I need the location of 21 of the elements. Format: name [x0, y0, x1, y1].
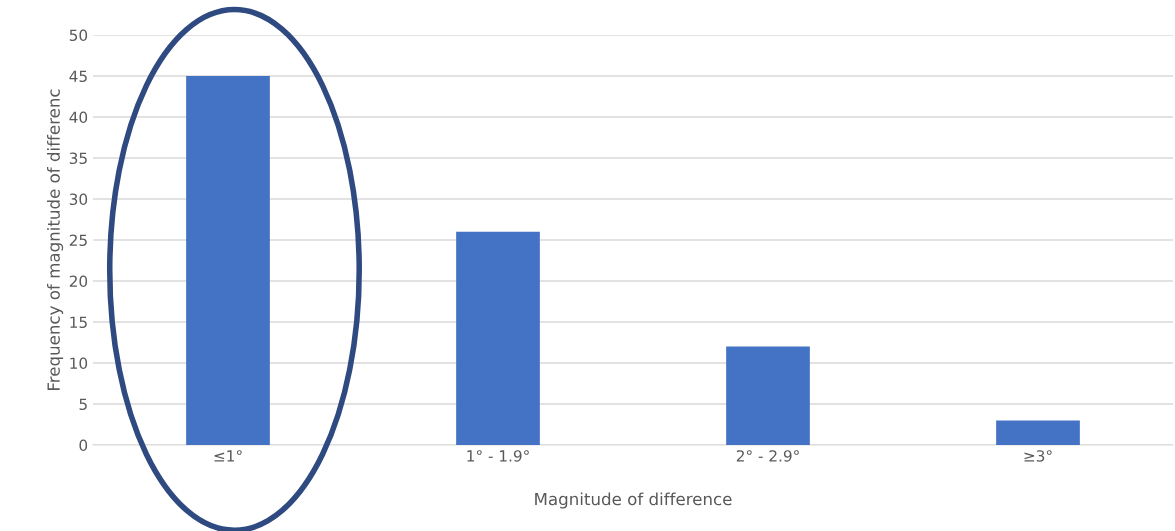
y-axis-title: Frequency of magnitude of differenc — [47, 89, 64, 390]
y-tick-label: 15 — [70, 316, 87, 329]
y-tick-label: 10 — [70, 357, 88, 370]
bar — [456, 231, 540, 445]
y-tick-label: 45 — [69, 70, 87, 83]
bar — [726, 346, 810, 445]
bar — [996, 420, 1080, 445]
y-tick-label: 30 — [69, 193, 88, 206]
y-tick-label: 40 — [69, 111, 88, 124]
y-tick-label: 35 — [69, 152, 87, 165]
y-tick-label: 0 — [79, 439, 88, 452]
x-tick-label: ≤1° — [214, 450, 242, 462]
y-tick-label: 20 — [69, 275, 88, 288]
x-axis-title: Magnitude of difference — [535, 492, 732, 509]
x-tick-label: 2° - 2.9° — [736, 450, 799, 462]
x-tick-label: 1° - 1.9° — [467, 450, 529, 462]
bar — [186, 76, 270, 445]
x-tick-label: ≥3° — [1024, 450, 1052, 462]
y-tick-label: 25 — [69, 234, 87, 247]
y-tick-label: 5 — [79, 398, 87, 411]
y-tick-label: 50 — [69, 29, 88, 42]
